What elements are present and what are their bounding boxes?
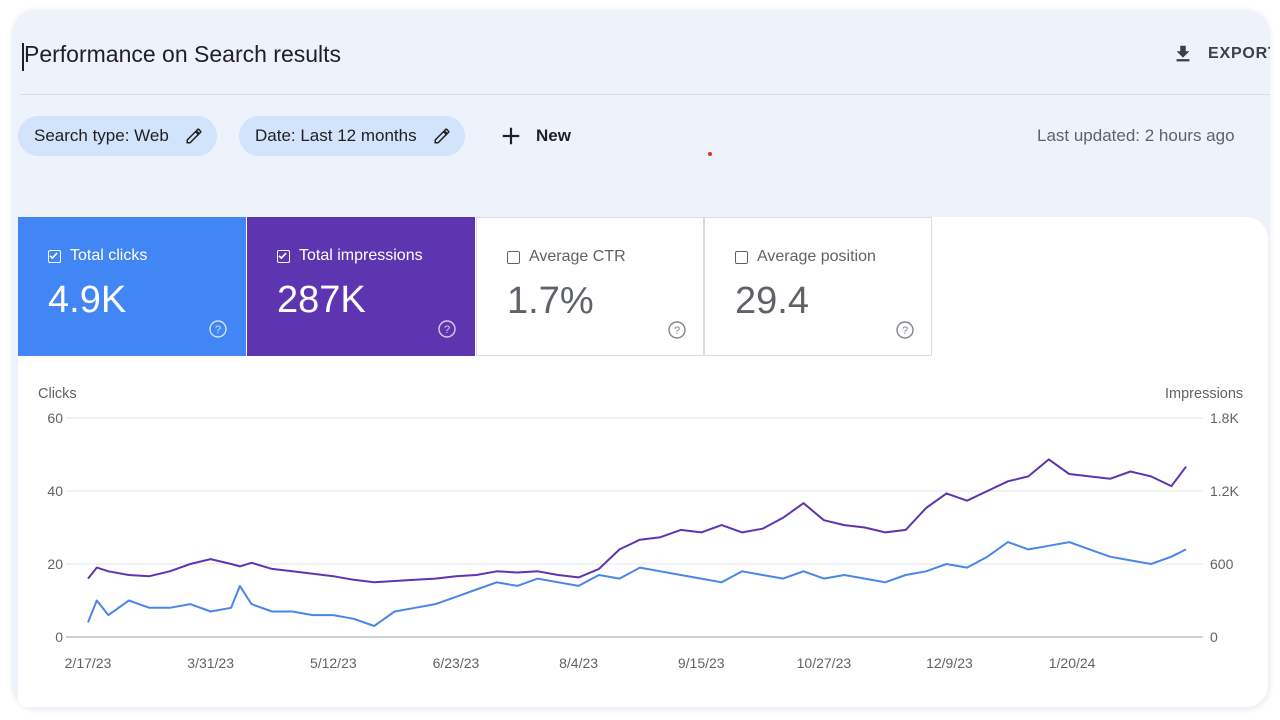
mouse-pointer-dot	[708, 152, 712, 156]
impressions-series-line	[87, 458, 1187, 584]
metric-total-clicks[interactable]: Total clicks 4.9K ?	[18, 217, 246, 356]
x-axis-tick-label: 6/23/23	[433, 655, 480, 671]
right-axis-tick-label: 600	[1210, 556, 1234, 572]
export-button[interactable]: EXPORT	[1172, 40, 1270, 68]
edit-pencil-icon	[434, 128, 450, 144]
chart-card: Total clicks 4.9K ? Total impressions 28…	[18, 217, 1268, 707]
unchecked-checkbox-icon[interactable]	[507, 250, 520, 264]
clicks-series-line	[87, 541, 1187, 627]
help-icon[interactable]: ?	[668, 321, 686, 339]
new-filter-label: New	[536, 126, 571, 145]
new-filter-button[interactable]: New	[500, 120, 571, 152]
checked-checkbox-icon[interactable]	[277, 249, 290, 263]
metric-value: 1.7%	[507, 280, 594, 322]
x-axis-tick-label: 1/20/24	[1049, 655, 1096, 671]
unchecked-checkbox-icon[interactable]	[735, 250, 748, 264]
export-label: EXPORT	[1208, 45, 1270, 62]
metric-header: Average CTR	[507, 248, 626, 266]
svg-text:?: ?	[674, 325, 680, 337]
search-type-filter-chip[interactable]: Search type: Web	[18, 116, 217, 156]
right-axis-title: Impressions	[1165, 386, 1244, 402]
metric-header: Average position	[735, 248, 876, 266]
help-icon[interactable]: ?	[896, 321, 914, 339]
performance-panel: Performance on Search results EXPORT Sea…	[12, 10, 1270, 710]
metric-header: Total impressions	[277, 247, 423, 265]
metric-header: Total clicks	[48, 247, 147, 265]
left-axis-tick-label: 20	[47, 556, 63, 572]
left-axis-tick-label: 0	[55, 629, 63, 645]
right-axis-tick-label: 0	[1210, 629, 1218, 645]
metric-label: Total clicks	[70, 247, 148, 264]
metric-value: 29.4	[735, 280, 809, 322]
left-axis-title: Clicks	[38, 386, 77, 402]
right-axis-tick-label: 1.8K	[1210, 410, 1239, 426]
help-icon[interactable]: ?	[438, 320, 456, 338]
svg-text:?: ?	[215, 324, 221, 336]
x-axis-tick-label: 9/15/23	[678, 655, 725, 671]
x-axis-tick-label: 5/12/23	[310, 655, 357, 671]
right-axis-tick-label: 1.2K	[1210, 483, 1239, 499]
x-axis-tick-label: 12/9/23	[926, 655, 973, 671]
metric-value: 287K	[277, 279, 366, 321]
page-title: Performance on Search results	[24, 41, 342, 67]
date-filter-chip[interactable]: Date: Last 12 months	[239, 116, 465, 156]
text-cursor	[22, 43, 24, 71]
metric-total-impressions[interactable]: Total impressions 287K ?	[247, 217, 475, 356]
help-icon[interactable]: ?	[209, 320, 227, 338]
svg-text:?: ?	[902, 325, 908, 337]
metric-label: Total impressions	[299, 247, 423, 264]
left-axis-tick-label: 40	[47, 483, 63, 499]
plus-icon	[502, 127, 520, 145]
edit-pencil-icon	[186, 128, 202, 144]
x-axis-tick-label: 10/27/23	[797, 655, 852, 671]
metric-average-ctr[interactable]: Average CTR 1.7% ?	[476, 217, 704, 356]
header-divider	[20, 94, 1270, 95]
date-label: Date: Last 12 months	[255, 126, 417, 145]
title-bar: Performance on Search results EXPORT	[12, 10, 1270, 94]
last-updated-text: Last updated: 2 hours ago	[1037, 126, 1235, 145]
x-axis-tick-label: 2/17/23	[65, 655, 112, 671]
metric-value: 4.9K	[48, 279, 127, 321]
x-axis-tick-label: 3/31/23	[187, 655, 234, 671]
svg-text:?: ?	[444, 324, 450, 336]
metric-average-position[interactable]: Average position 29.4 ?	[704, 217, 932, 356]
search-type-label: Search type: Web	[34, 126, 169, 145]
metric-label: Average CTR	[529, 248, 626, 265]
x-axis-tick-label: 8/4/23	[559, 655, 598, 671]
checked-checkbox-icon[interactable]	[48, 249, 61, 263]
metric-label: Average position	[757, 248, 876, 265]
download-icon	[1176, 45, 1190, 62]
left-axis-tick-label: 60	[47, 410, 63, 426]
